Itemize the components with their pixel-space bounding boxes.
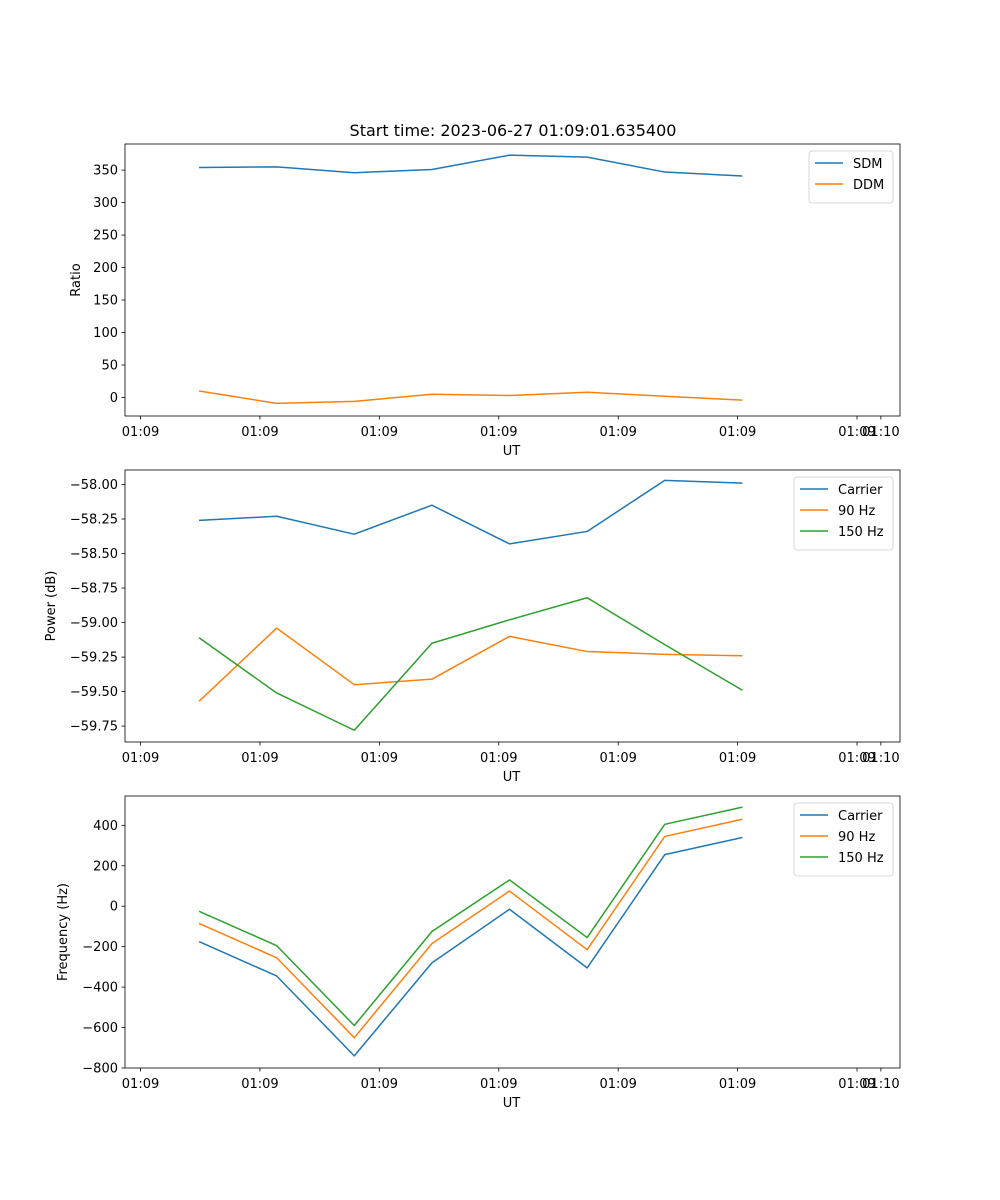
x-tick-label: 01:09: [719, 1077, 756, 1092]
series-line-150-hz: [198, 596, 743, 732]
axes-frame: [124, 469, 901, 743]
y-tick-label: −59.50: [70, 685, 118, 700]
x-tick-label: 01:09: [122, 1077, 159, 1092]
y-tick-label: −59.75: [70, 720, 118, 735]
x-tick-label: 01:09: [719, 425, 756, 440]
y-axis-label: Power (dB): [44, 571, 59, 642]
panel-2: 01:09 01:09 01:09 01:09 01:09 01:09 01:0901:10…: [44, 469, 901, 785]
x-tick-label: 01:09: [838, 425, 875, 440]
x-tick-label: 01:09: [241, 425, 278, 440]
y-tick-label: 350: [93, 164, 118, 179]
y-tick-label: −58.25: [70, 513, 118, 528]
legend: Carrier 90 Hz 150 Hz: [793, 476, 894, 551]
x-tick-label: 01:10: [862, 751, 899, 766]
y-tick-label: 200: [93, 261, 118, 276]
legend: Carrier 90 Hz 150 Hz: [793, 802, 894, 877]
x-tick-label: 01:09: [361, 751, 398, 766]
legend-label: DDM: [853, 178, 884, 193]
x-tick-label: 01:09: [838, 1077, 875, 1092]
legend-label: Carrier: [838, 483, 883, 498]
x-axis-label: UT: [503, 770, 521, 785]
y-axis-label: Frequency (Hz): [56, 883, 71, 981]
legend-label: 150 Hz: [838, 525, 884, 540]
y-tick-label: −58.00: [70, 478, 118, 493]
y-axis-label: Ratio: [69, 263, 84, 296]
x-tick-label: 01:09: [241, 1077, 278, 1092]
x-tick-label: 01:10: [862, 425, 899, 440]
figure-title: Start time: 2023-06-27 01:09:01.635400: [350, 121, 677, 140]
y-tick-label: 100: [93, 326, 118, 341]
x-tick-label: 01:09: [480, 1077, 517, 1092]
legend: SDM DDM: [808, 150, 894, 204]
x-tick-label: 01:09: [599, 1077, 636, 1092]
x-tick-label: 01:09: [361, 1077, 398, 1092]
x-tick-label: 01:09: [122, 425, 159, 440]
y-tick-label: 50: [101, 359, 118, 374]
series-line-carrier: [198, 836, 743, 1057]
y-tick-label: −200: [82, 940, 118, 955]
y-tick-label: 250: [93, 229, 118, 244]
x-tick-label: 01:09: [241, 751, 278, 766]
y-tick-label: −800: [82, 1062, 118, 1077]
y-tick-label: 0: [110, 391, 118, 406]
x-tick-label: 01:09: [122, 751, 159, 766]
y-tick-label: −400: [82, 981, 118, 996]
series-line-150-hz: [198, 806, 743, 1027]
axes-frame: [124, 795, 901, 1069]
series-line-ddm: [198, 390, 743, 405]
panel-3: 01:09 01:09 01:09 01:09 01:09 01:09 01:0901:10…: [56, 795, 901, 1111]
x-tick-label: 01:09: [361, 425, 398, 440]
series-line-sdm: [199, 154, 743, 177]
y-tick-label: −600: [82, 1021, 118, 1036]
series-line-carrier: [198, 479, 743, 545]
y-tick-label: −58.50: [70, 547, 118, 562]
legend-label: 150 Hz: [838, 851, 884, 866]
x-tick-label: 01:09: [838, 751, 875, 766]
legend-label: 90 Hz: [838, 504, 875, 519]
x-tick-label: 01:10: [862, 1077, 899, 1092]
series-line-90-hz: [198, 627, 743, 702]
y-tick-label: 400: [93, 819, 118, 834]
panel-1: 01:09 01:09 01:09 01:09 01:09 01:09 01:0901:10…: [69, 143, 901, 459]
y-tick-label: −59.25: [70, 651, 118, 666]
x-axis-label: UT: [503, 1096, 521, 1111]
x-tick-label: 01:09: [480, 425, 517, 440]
y-tick-label: −58.75: [70, 582, 118, 597]
y-tick-label: 200: [93, 859, 118, 874]
legend-label: Carrier: [838, 809, 883, 824]
x-tick-label: 01:09: [599, 751, 636, 766]
panels: 01:09 01:09 01:09 01:09 01:09 01:09 01:0901:10…: [44, 143, 901, 1111]
y-tick-label: 0: [110, 900, 118, 915]
axes-frame: [124, 143, 901, 417]
x-axis-label: UT: [503, 444, 521, 459]
y-tick-label: 300: [93, 196, 118, 211]
y-tick-label: −59.00: [70, 616, 118, 631]
series-line-90-hz: [198, 818, 743, 1039]
legend-box: [808, 150, 894, 204]
legend-label: 90 Hz: [838, 830, 875, 845]
x-tick-label: 01:09: [719, 751, 756, 766]
y-tick-label: 150: [93, 294, 118, 309]
x-tick-label: 01:09: [599, 425, 636, 440]
legend-label: SDM: [853, 157, 882, 172]
x-tick-label: 01:09: [480, 751, 517, 766]
